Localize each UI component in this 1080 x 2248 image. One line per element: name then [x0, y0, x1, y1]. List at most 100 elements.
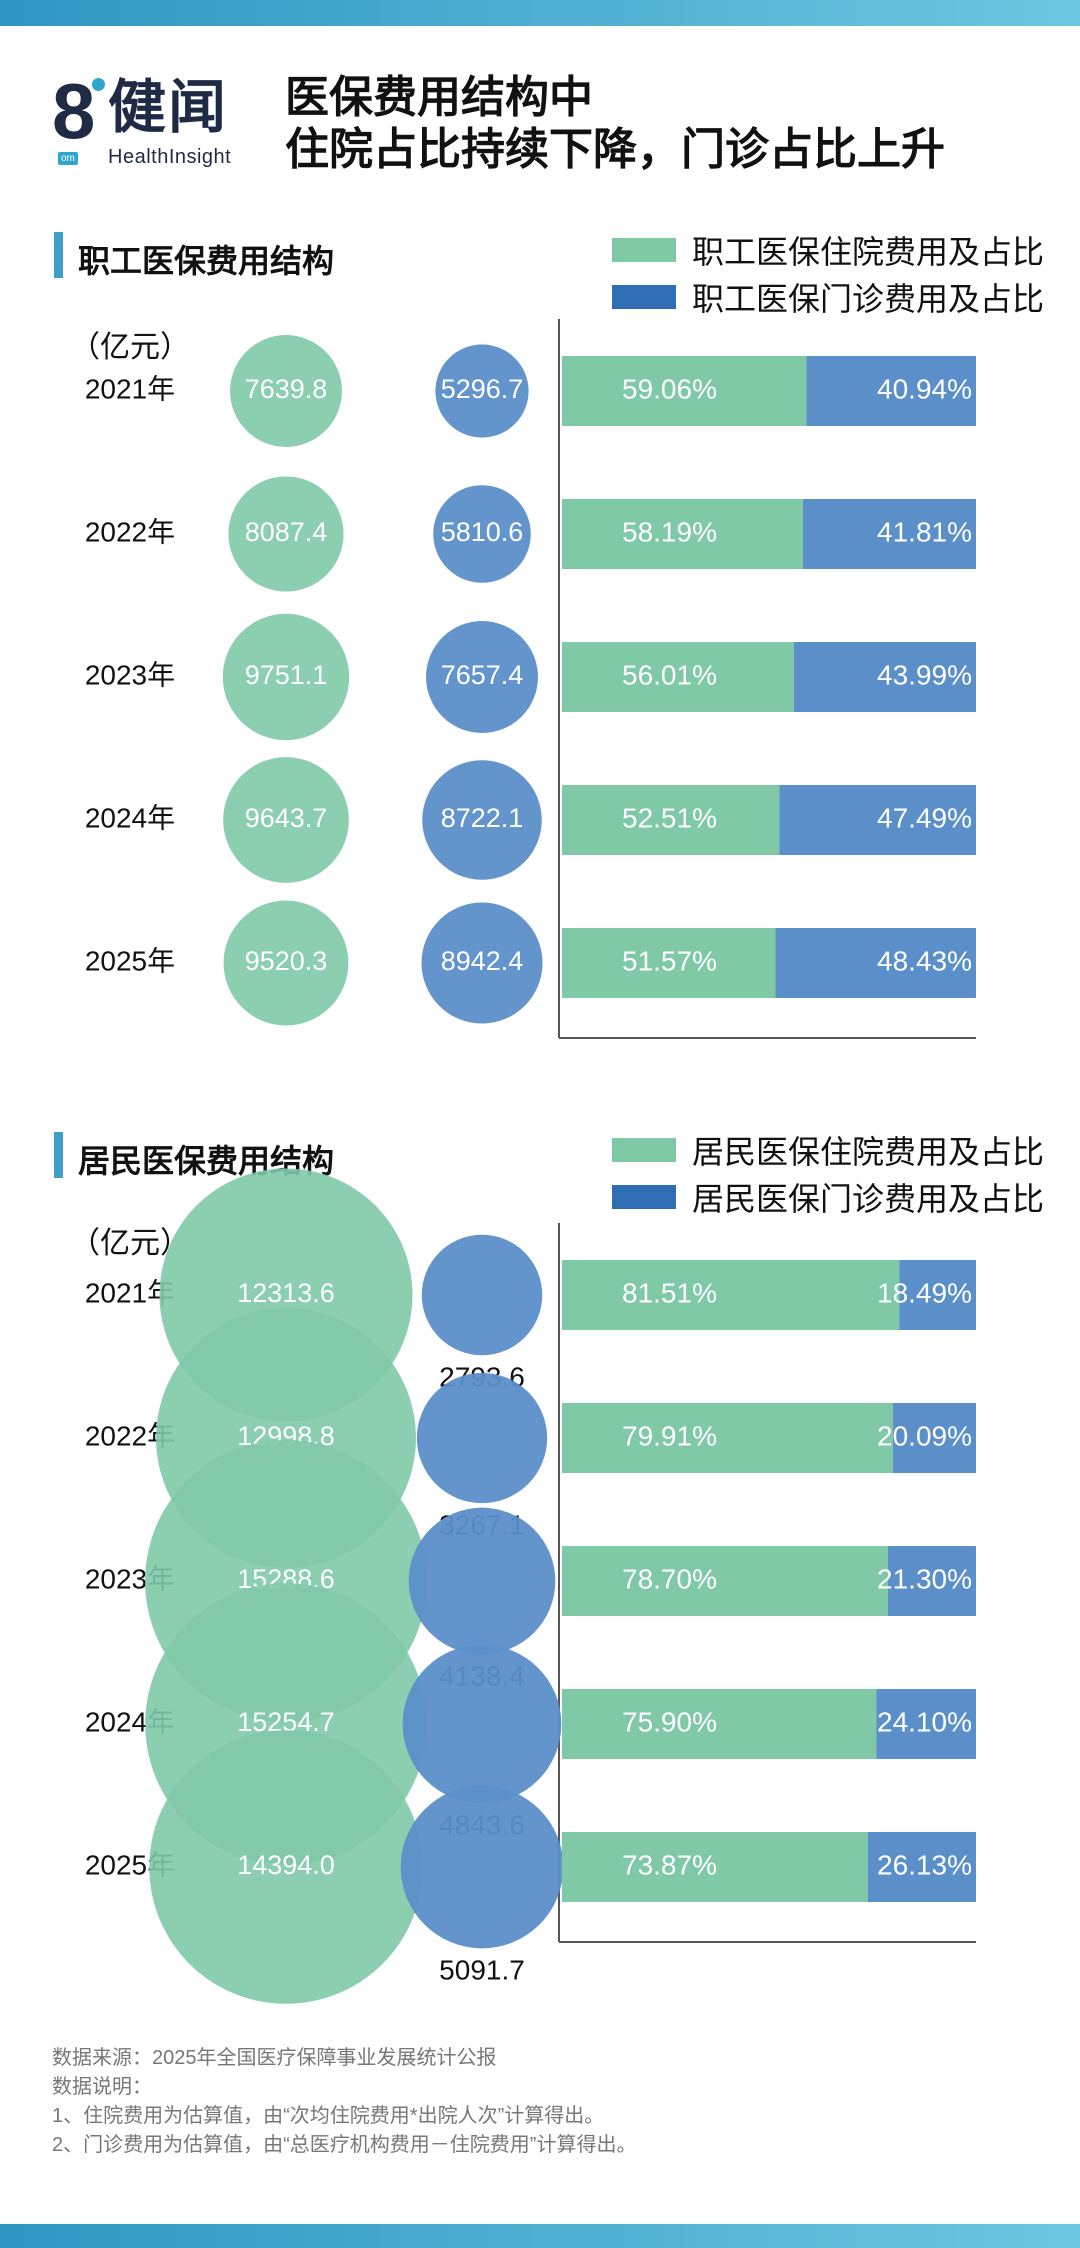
- inpatient-bubble: [222, 613, 350, 741]
- legend-resident-inpatient: 居民医保住院费用及占比: [612, 1132, 1044, 1170]
- inpatient-share-bar: [562, 928, 776, 998]
- inpatient-share-label: 78.70%: [622, 1563, 717, 1594]
- outpatient-share-bar: [899, 1260, 976, 1330]
- outpatient-share-bar: [779, 785, 976, 855]
- outpatient-bubble: [408, 1507, 556, 1655]
- logo-dot-icon: [92, 78, 105, 91]
- inpatient-share-bar: [562, 1832, 868, 1902]
- outpatient-share-bar: [887, 1546, 976, 1616]
- inpatient-share-label: 73.87%: [622, 1849, 717, 1880]
- inpatient-share-label: 52.51%: [622, 802, 717, 833]
- inpatient-share-label: 81.51%: [622, 1277, 717, 1308]
- outpatient-share-label: 21.30%: [877, 1563, 972, 1594]
- outpatient-bubble: [425, 620, 539, 734]
- year-label: 2023年: [85, 659, 175, 690]
- inpatient-bubble: [223, 757, 349, 883]
- legend-swatch-outpatient: [612, 1185, 676, 1209]
- outpatient-share-label: 26.13%: [877, 1849, 972, 1880]
- inpatient-amount-label: 9520.3: [245, 946, 328, 976]
- inpatient-amount-label: 12313.6: [237, 1278, 335, 1308]
- inpatient-bubble: [228, 476, 344, 592]
- outpatient-share-bar: [867, 1832, 976, 1902]
- outpatient-amount-label: 5091.7: [439, 1955, 525, 1986]
- outpatient-share-label: 18.49%: [877, 1277, 972, 1308]
- logo-tag: om: [58, 152, 78, 165]
- outpatient-share-label: 48.43%: [877, 945, 972, 976]
- inpatient-amount-label: 7639.8: [245, 374, 328, 404]
- outpatient-share-label: 43.99%: [877, 659, 972, 690]
- legend-label: 职工医保住院费用及占比: [692, 234, 1045, 270]
- footer-source: 数据来源：2025年全国医疗保障事业发展统计公报: [52, 2047, 497, 2069]
- outpatient-bubble: [422, 760, 542, 880]
- logo-number: 8: [52, 67, 96, 155]
- bottom-gradient-bar: [0, 2224, 1080, 2248]
- inpatient-share-label: 58.19%: [622, 516, 717, 547]
- outpatient-amount-label: 8722.1: [441, 803, 524, 833]
- unit-label-employee: （亿元）: [70, 331, 190, 364]
- year-label: 2024年: [85, 802, 175, 833]
- legend-swatch-outpatient: [612, 285, 676, 309]
- logo-name: 健闻: [108, 75, 229, 140]
- year-label: 2022年: [85, 516, 175, 547]
- outpatient-amount-label: 7657.4: [441, 660, 524, 690]
- headline-line-2: 住院占比持续下降，门诊占比上升: [285, 125, 945, 174]
- legend-label: 居民医保住院费用及占比: [692, 1134, 1045, 1170]
- inpatient-share-bar: [562, 785, 780, 855]
- inpatient-amount-label: 9643.7: [245, 803, 328, 833]
- inpatient-share-bar: [562, 642, 794, 712]
- outpatient-bubble: [421, 902, 543, 1024]
- inpatient-share-bar: [562, 1403, 893, 1473]
- outpatient-amount-label: 8942.4: [441, 946, 524, 976]
- footer-note-title: 数据说明：: [52, 2076, 152, 2098]
- outpatient-share-label: 41.81%: [877, 516, 972, 547]
- outpatient-share-bar: [793, 642, 976, 712]
- inpatient-amount-label: 9751.1: [245, 660, 328, 690]
- section-marker-employee: [54, 232, 63, 278]
- legend-employee-outpatient: 职工医保门诊费用及占比: [612, 279, 1044, 317]
- outpatient-share-label: 24.10%: [877, 1706, 972, 1737]
- year-label: 2025年: [85, 945, 175, 976]
- legend-label: 居民医保门诊费用及占比: [692, 1181, 1045, 1217]
- legend-swatch-inpatient: [612, 238, 676, 262]
- top-gradient-bar: [0, 0, 1080, 26]
- outpatient-bubble: [433, 485, 531, 583]
- legend-resident-outpatient: 居民医保门诊费用及占比: [612, 1179, 1044, 1217]
- inpatient-share-bar: [562, 356, 807, 426]
- inpatient-share-bar: [562, 499, 803, 569]
- inpatient-bubble: [149, 1730, 423, 2004]
- inpatient-amount-label: 8087.4: [245, 517, 328, 547]
- inpatient-share-label: 75.90%: [622, 1706, 717, 1737]
- outpatient-bubble: [421, 1234, 543, 1356]
- outpatient-bubble: [435, 344, 529, 438]
- inpatient-share-label: 59.06%: [622, 373, 717, 404]
- legend-employee-inpatient: 职工医保住院费用及占比: [612, 232, 1044, 270]
- inpatient-share-bar: [562, 1689, 877, 1759]
- inpatient-share-label: 56.01%: [622, 659, 717, 690]
- outpatient-share-bar: [892, 1403, 976, 1473]
- outpatient-share-bar: [775, 928, 976, 998]
- outpatient-bubble: [416, 1372, 548, 1504]
- inpatient-share-bar: [562, 1546, 888, 1616]
- outpatient-bubble: [402, 1644, 562, 1804]
- legend-swatch-inpatient: [612, 1138, 676, 1162]
- outpatient-share-label: 40.94%: [877, 373, 972, 404]
- outpatient-amount-label: 5810.6: [441, 517, 524, 547]
- inpatient-share-label: 51.57%: [622, 945, 717, 976]
- outpatient-share-label: 20.09%: [877, 1420, 972, 1451]
- year-label: 2021年: [85, 373, 175, 404]
- footer-notes: 数据来源：2025年全国医疗保障事业发展统计公报 数据说明： 1、住院费用为估算…: [52, 2044, 1032, 2160]
- outpatient-bubble: [400, 1785, 564, 1949]
- page-headline: 医保费用结构中 住院占比持续下降，门诊占比上升: [285, 72, 1045, 176]
- section-title-employee: 职工医保费用结构: [78, 243, 335, 279]
- inpatient-share-bar: [562, 1260, 900, 1330]
- outpatient-share-bar: [802, 499, 976, 569]
- legend-label: 职工医保门诊费用及占比: [692, 281, 1045, 317]
- outpatient-share-bar: [876, 1689, 976, 1759]
- inpatient-bubble: [230, 335, 342, 447]
- inpatient-share-label: 79.91%: [622, 1420, 717, 1451]
- outpatient-share-bar: [806, 356, 976, 426]
- outpatient-share-label: 47.49%: [877, 802, 972, 833]
- section-marker-resident: [54, 1132, 63, 1178]
